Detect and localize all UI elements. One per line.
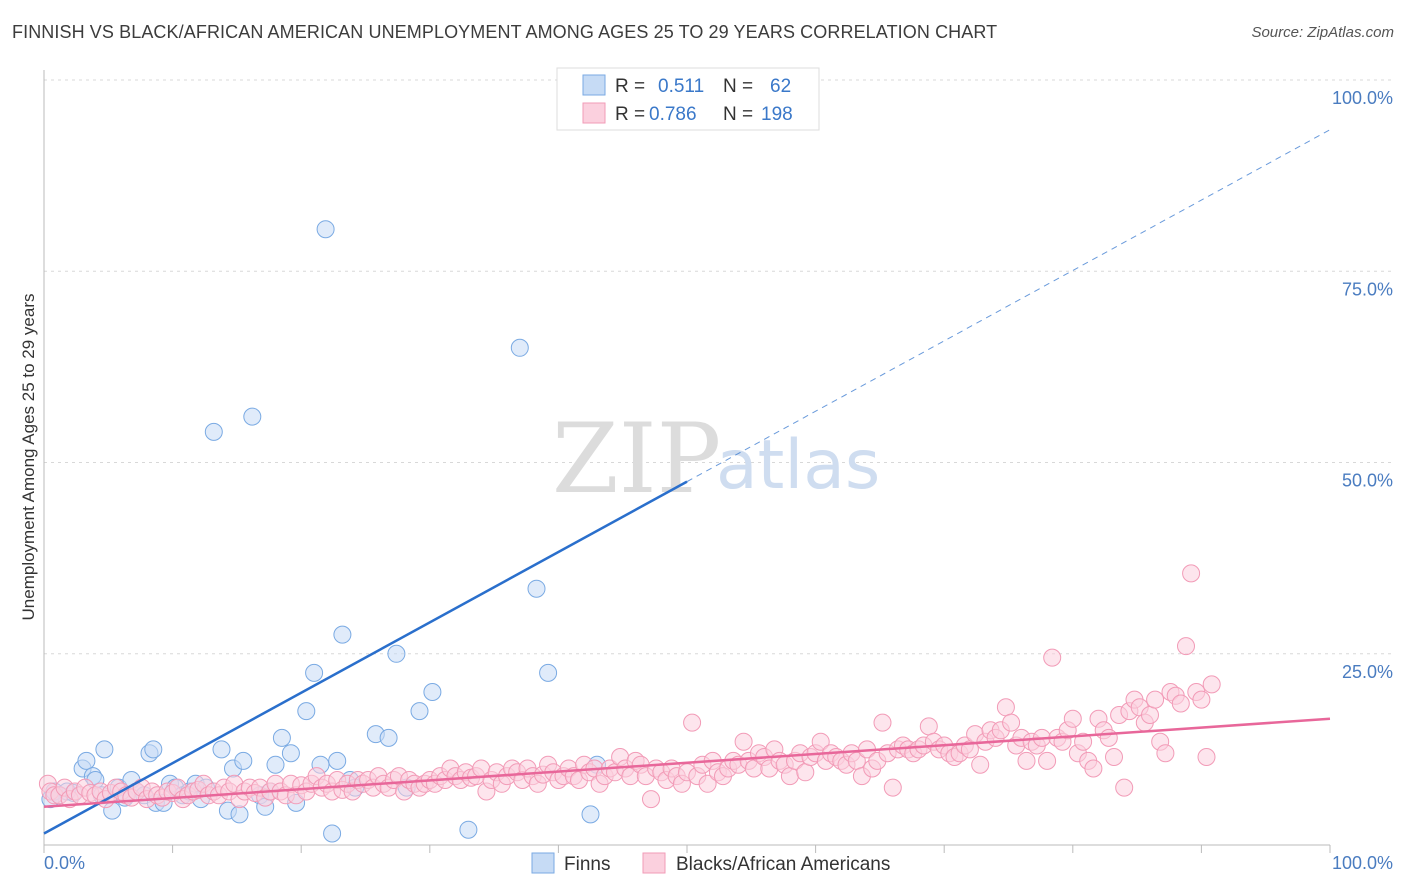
x-tick-label-max: 100.0% [1332, 853, 1393, 873]
finns-point-45 [316, 220, 335, 239]
finns-point-52 [379, 728, 398, 747]
chart-title: FINNISH VS BLACK/AFRICAN AMERICAN UNEMPL… [12, 22, 998, 42]
finns-point-58 [510, 338, 529, 357]
legend-n-value-black: 198 [761, 104, 793, 125]
finns-point-40 [281, 744, 300, 763]
black-point-204 [1084, 759, 1103, 778]
finns-point-56 [423, 683, 442, 701]
legend-series: Finns Blacks/African Americans [531, 852, 890, 875]
black-point-145 [780, 767, 799, 786]
black-point-191 [1017, 751, 1036, 770]
black-trend-line [43, 717, 1331, 808]
black-point-223 [1182, 564, 1201, 583]
black-point-222 [1177, 637, 1195, 656]
black-point-221 [1171, 694, 1190, 713]
finns-point-39 [272, 728, 291, 747]
black-point-200 [1063, 709, 1082, 728]
legend-bottom-swatch-black [642, 852, 666, 874]
finns-point-55 [410, 702, 429, 721]
finns-point-47 [328, 751, 347, 770]
black-point-196 [1043, 648, 1062, 667]
finns-point-57 [459, 820, 478, 839]
legend-n-value-finns: 62 [770, 76, 791, 97]
finns-point-32 [230, 805, 249, 824]
legend-swatch-black [582, 102, 606, 124]
finns-trend-extension [686, 129, 1331, 483]
black-point-202 [1074, 732, 1093, 751]
legend-r-value-black: 0.786 [649, 104, 697, 125]
legend-bottom-swatch-finns [531, 852, 555, 874]
trend-lines [43, 129, 1331, 835]
legend-bottom-label-finns: Finns [564, 854, 610, 875]
finns-point-43 [305, 663, 324, 682]
black-point-182 [971, 755, 990, 774]
finns-point-38 [266, 755, 285, 774]
black-point-195 [1038, 751, 1057, 770]
legend-r-label-black: R = [615, 104, 645, 125]
finns-point-42 [297, 702, 316, 721]
y-tick-label-100: 100.0% [1332, 88, 1393, 108]
legend-swatch-finns [582, 74, 606, 96]
black-point-151 [811, 732, 830, 751]
finns-point-33 [234, 751, 253, 770]
finns-point-6 [77, 751, 96, 770]
finns-point-60 [539, 663, 558, 682]
black-point-163 [873, 713, 892, 732]
black-point-207 [1099, 728, 1118, 747]
black-point-165 [883, 778, 902, 797]
black-point-136 [734, 732, 753, 751]
black-point-216 [1146, 690, 1165, 709]
finns-point-46 [323, 824, 342, 843]
watermark: ZIP atlas [552, 403, 880, 515]
y-axis-label: Unemployment Among Ages 25 to 29 years [19, 294, 38, 621]
black-point-227 [1202, 675, 1221, 694]
black-point-118 [642, 790, 660, 809]
black-point-188 [1002, 713, 1021, 732]
y-tick-label-25: 25.0% [1342, 662, 1393, 682]
black-point-208 [1105, 748, 1123, 766]
black-point-218 [1156, 744, 1175, 763]
finns-point-10 [95, 740, 114, 759]
finns-point-29 [212, 740, 231, 759]
legend-r-label-finns: R = [615, 76, 645, 97]
black-point-187 [996, 698, 1015, 717]
black-point-225 [1192, 690, 1211, 709]
y-tick-label-75: 75.0% [1342, 279, 1393, 299]
finns-point-28 [204, 422, 223, 441]
black-points [38, 564, 1221, 809]
finns-point-61 [581, 805, 600, 824]
finns-point-48 [333, 625, 352, 644]
chart-source: Source: ZipAtlas.com [1251, 24, 1394, 41]
x-tick-label-min: 0.0% [44, 853, 85, 873]
watermark-atlas: atlas [716, 426, 880, 505]
black-point-129 [698, 774, 717, 793]
y-tick-labels: 100.0% 75.0% 50.0% 25.0% [1332, 88, 1393, 682]
legend-r-value-finns: 0.511 [658, 76, 704, 97]
watermark-zip: ZIP [552, 403, 721, 515]
finns-trend-line [43, 480, 688, 835]
black-point-148 [796, 763, 815, 782]
black-point-126 [683, 713, 702, 732]
legend-bottom-label-black: Blacks/African Americans [676, 854, 890, 875]
finns-point-59 [527, 579, 546, 598]
y-tick-label-50: 50.0% [1342, 471, 1393, 491]
finns-point-18 [144, 740, 163, 759]
black-point-172 [919, 717, 938, 736]
legend-stats: R = 0.511 N = 62 R = 0.786 N = 198 [556, 67, 820, 131]
legend-n-label-black: N = [723, 104, 753, 125]
black-point-226 [1197, 748, 1216, 766]
black-point-210 [1115, 778, 1134, 797]
finns-point-34 [243, 407, 262, 426]
legend-n-label-finns: N = [723, 76, 753, 97]
x-ticks [43, 845, 1331, 853]
black-point-215 [1141, 706, 1159, 724]
finns-point-53 [387, 644, 406, 663]
